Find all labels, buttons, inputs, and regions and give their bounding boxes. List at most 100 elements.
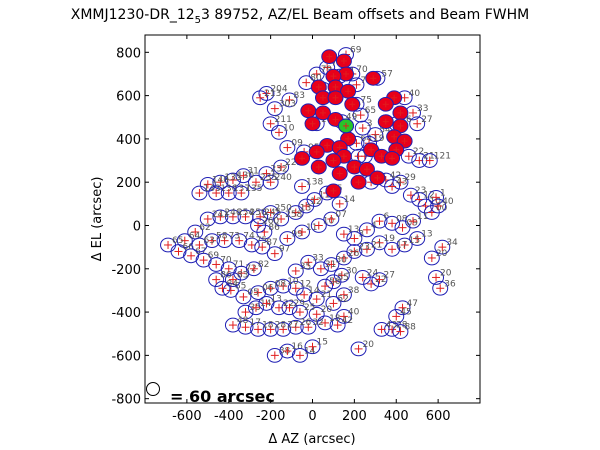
- beam-id-label: 135: [224, 173, 241, 183]
- beam-outline: [247, 300, 264, 316]
- beam-id-label: 62: [199, 223, 210, 233]
- y-axis-label: Δ EL (arcsec): [90, 177, 105, 262]
- beam-open: 05: [235, 288, 259, 305]
- beam-outline: [212, 209, 229, 225]
- beam-id-label: 235: [260, 173, 277, 183]
- beam-outline: [279, 231, 296, 246]
- beam-open: 69: [195, 251, 219, 268]
- beam-open: 225: [273, 158, 302, 175]
- beam-open: 21: [308, 290, 332, 307]
- beam-outline: [312, 261, 329, 277]
- beam-outline: [262, 280, 279, 296]
- beam-outline: [273, 159, 290, 175]
- beam-outline: [191, 237, 208, 253]
- beam-open: 09: [279, 139, 303, 155]
- beam-outline: [294, 179, 311, 194]
- beam-outline: [331, 196, 348, 212]
- beam-outline: [275, 322, 292, 337]
- beam-id-label: 82: [258, 260, 269, 270]
- beam-id-label: 28: [396, 320, 408, 330]
- beam-filled: [369, 170, 386, 186]
- x-tick-label: 400: [384, 409, 409, 424]
- beam-outline: [358, 222, 375, 238]
- beam-id-label: 66: [183, 242, 195, 252]
- beam-id-label: 07: [335, 210, 346, 220]
- beam-outline: [363, 276, 380, 292]
- x-tick-label: -600: [172, 409, 202, 424]
- beam-filled: [294, 150, 311, 166]
- beam-outline: [279, 140, 296, 155]
- beam-open: 10: [310, 216, 335, 233]
- beam-id-label: 08: [396, 214, 408, 224]
- beam-filled: [310, 159, 327, 175]
- beam-filled: [327, 90, 344, 106]
- beam-id-label: 06: [262, 284, 274, 294]
- beam-outline: [323, 257, 340, 272]
- beam-id-label: 47: [407, 299, 418, 309]
- beam-id-label: 143: [203, 184, 220, 194]
- beam-id-label: 73: [229, 232, 240, 242]
- x-axis-label: Δ AZ (arcsec): [268, 432, 355, 447]
- beam-id-label: 00: [436, 204, 448, 214]
- beam-outline: [300, 254, 317, 270]
- beam-id-label: 35: [300, 262, 311, 272]
- beam-open: 27: [371, 271, 395, 288]
- beam-id-label: 48: [237, 316, 249, 326]
- y-tick-label: -200: [111, 263, 141, 278]
- beam-open: 26: [287, 318, 311, 335]
- beam-outline: [350, 341, 367, 357]
- beam-open: 27: [275, 320, 299, 337]
- beam-outline: [392, 324, 409, 339]
- beam-id-label: 23: [415, 186, 426, 196]
- beam-outline: [243, 237, 260, 253]
- beam-id-label: 10: [287, 277, 299, 287]
- beam-id-label: 64: [189, 232, 201, 242]
- beam-id-label: 05: [247, 288, 258, 298]
- beam-outline: [317, 315, 334, 331]
- beam-id-label: 138: [306, 178, 323, 188]
- beam-id-label: 27: [287, 320, 298, 330]
- beam-open: 82: [245, 260, 269, 277]
- beam-id-label: 17: [250, 318, 261, 328]
- beam-outline: [371, 213, 388, 229]
- beam-id-label: 246: [224, 208, 241, 218]
- beam-open: 135: [212, 173, 242, 190]
- beam-outline: [266, 101, 283, 116]
- beam-id-label: 14: [344, 195, 356, 205]
- beam-open: 54: [367, 126, 391, 142]
- beam-id-label: 6: [384, 212, 390, 222]
- beam-open: 135: [233, 184, 263, 201]
- beam-outline: [258, 86, 275, 101]
- beam-outline: [430, 198, 447, 214]
- beam-id-label: 20: [321, 305, 333, 315]
- beam-id-label: 18: [329, 314, 341, 324]
- beam-open: 16: [279, 342, 303, 359]
- beam-open: 26: [335, 249, 360, 266]
- beam-open: 10: [271, 123, 295, 140]
- beam-filled: [314, 105, 331, 121]
- beam-open: 63: [191, 236, 215, 253]
- beam-id-label: 27: [384, 271, 395, 281]
- beam-id-label: 86: [268, 223, 280, 233]
- beam-outline: [310, 218, 327, 233]
- beam-open: 20: [428, 268, 452, 285]
- beam-outline: [304, 339, 321, 355]
- beam-outline: [287, 280, 304, 296]
- beam-open: 65: [352, 106, 376, 123]
- beam-id-label: 88: [404, 323, 416, 333]
- beam-outline: [335, 287, 352, 303]
- beam-filled: [344, 96, 361, 112]
- beam-id-label: 250: [250, 208, 267, 218]
- beam-filled: [325, 183, 342, 199]
- beam-id-label: 38: [348, 286, 360, 296]
- beam-open: 121: [421, 152, 451, 168]
- beam-id-label: 54: [379, 126, 391, 136]
- beam-id-label: 23: [358, 242, 369, 252]
- beam-outline: [335, 309, 352, 324]
- beam-open: 21: [358, 240, 382, 257]
- beam-outline: [250, 322, 267, 337]
- beam-id-label: 20: [363, 340, 375, 350]
- beam-id-label: 258: [285, 210, 302, 220]
- beam-id-label: 24: [367, 268, 379, 278]
- beam-id-label: 29: [404, 173, 416, 183]
